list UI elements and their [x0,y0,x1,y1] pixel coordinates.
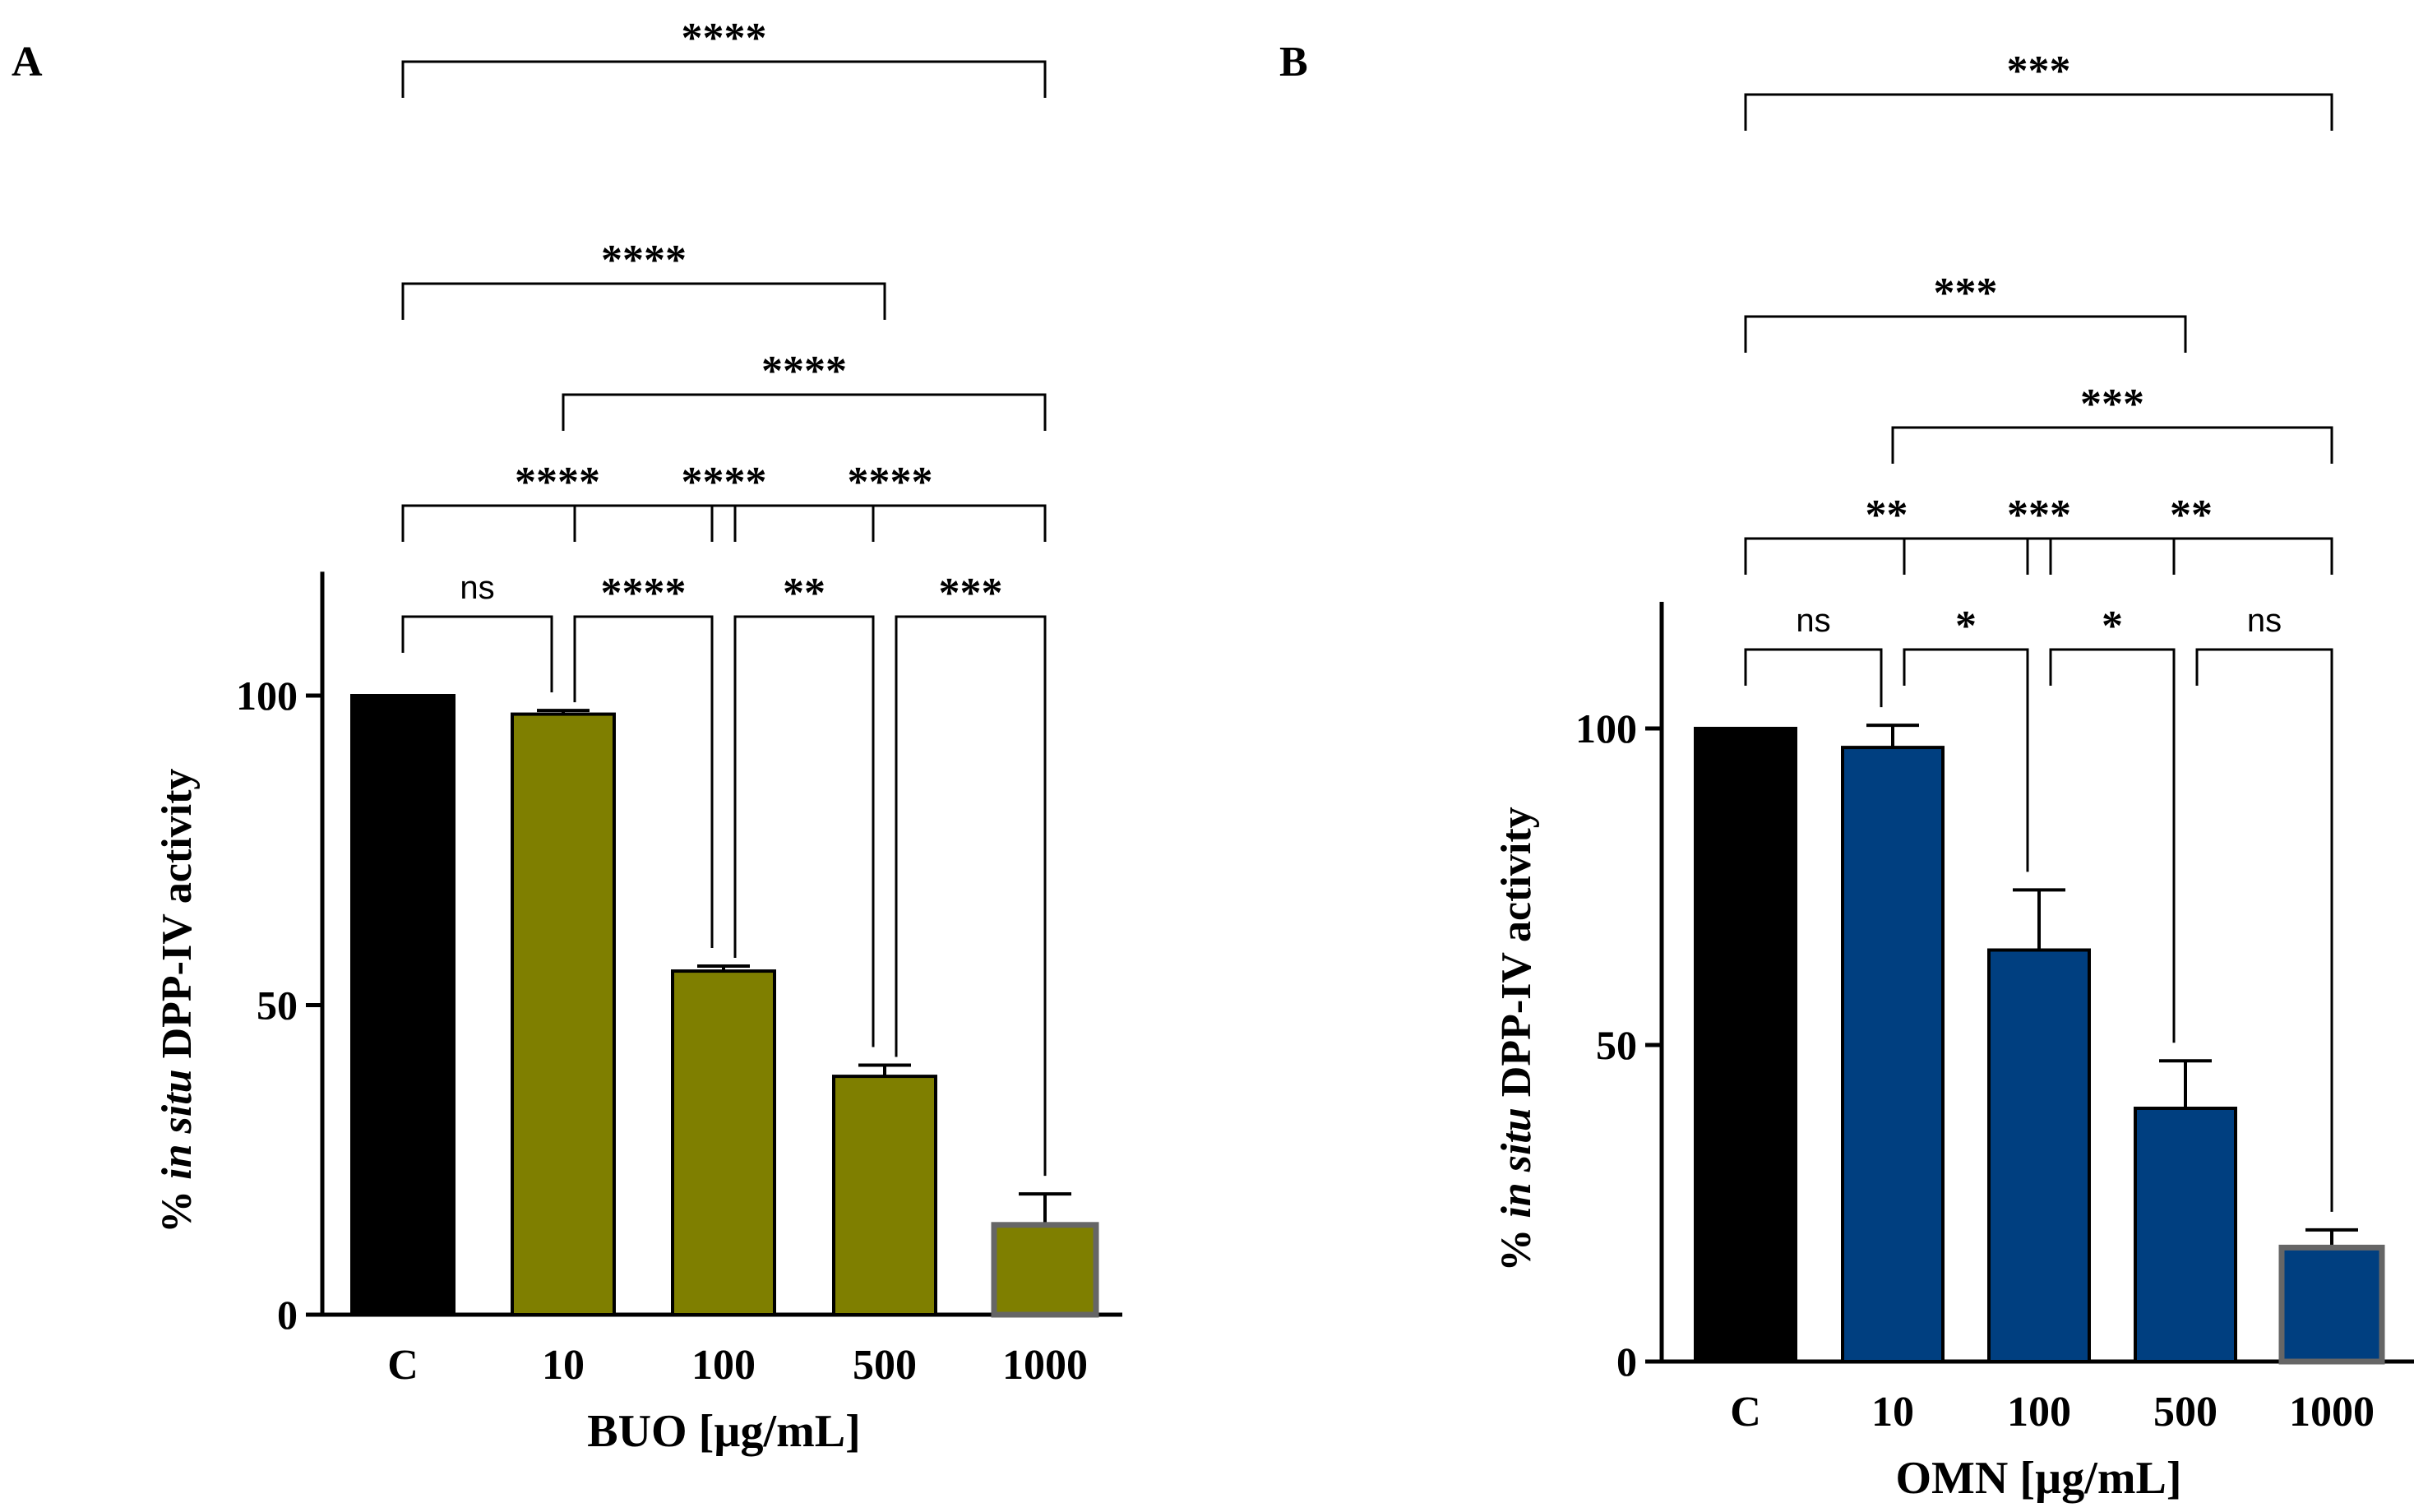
a-bracket-2-4 [733,504,1047,542]
a-significance-label-0-3: **** [601,237,687,284]
b-bracket-0-3 [1744,315,2187,353]
a-x-axis-title: BUO [µg/mL] [587,1406,860,1457]
a-category-label-500: 500 [853,1342,917,1389]
a-bar-C [350,694,456,1316]
a-bracket-0-2 [401,504,714,542]
b-y-axis-title-suffix: DPP-IV activity [1493,807,1540,1107]
a-significance-label-3-4: *** [939,570,1003,617]
a-significance-label-1-2: **** [601,570,687,617]
a-bracket-1-3 [573,504,875,542]
b-significance-label-0-3: *** [1934,270,1998,317]
b-y-axis-title-prefix: % [1493,1218,1540,1272]
a-category-label-C: C [387,1342,419,1389]
b-x-axis-title: OMN [µg/mL] [1896,1453,2182,1504]
b-bracket-0-1 [1744,648,1883,708]
a-bracket-1-2 [573,615,714,949]
a-significance-label-0-1: ns [460,570,494,606]
b-significance-label-0-2: ** [1866,492,1908,539]
a-ytick-label-100: 100 [236,673,298,719]
b-significance-label-3-4: ns [2247,603,2282,639]
b-bar-500 [2134,1107,2237,1363]
a-y-axis-title-italic: in situ [154,1069,201,1179]
b-significance-label-1-4: *** [2080,381,2144,428]
a-bar-100 [671,969,776,1316]
a-significance-label-1-3: **** [682,459,767,506]
a-significance-label-2-3: ** [783,570,825,617]
a-bar-10 [511,712,616,1316]
b-significance-label-0-4: *** [2007,48,2071,95]
a-significance-label-1-4: **** [761,348,847,395]
panel-b-letter: B [1279,39,1308,86]
a-bracket-0-3 [401,282,886,320]
a-category-label-1000: 1000 [1002,1342,1088,1389]
b-bracket-2-4 [2049,537,2333,575]
b-bar-1000 [2278,1244,2385,1365]
a-ytick-label-0: 0 [277,1292,298,1338]
a-bracket-2-3 [733,615,875,1047]
b-category-label-C: C [1730,1389,1761,1436]
b-significance-label-1-3: *** [2007,492,2071,539]
a-ytick-label-50: 50 [257,983,298,1029]
b-bracket-0-2 [1744,537,2029,575]
b-y-axis-title-italic: in situ [1493,1107,1540,1218]
b-bracket-0-4 [1744,93,2333,131]
a-bracket-0-4 [401,60,1047,98]
a-bracket-3-4 [895,615,1047,1177]
b-bracket-3-4 [2195,648,2333,1212]
a-y-axis-title-prefix: % [154,1180,201,1233]
b-significance-label-1-2: * [1955,603,1977,650]
b-ytick-label-50: 50 [1596,1022,1637,1068]
a-bar-500 [832,1075,937,1316]
b-bar-C [1694,727,1797,1363]
a-category-label-10: 10 [542,1342,585,1389]
a-significance-label-0-2: **** [515,459,600,506]
b-bracket-1-4 [1891,426,2333,464]
b-significance-label-2-3: * [2102,603,2123,650]
b-ytick-label-0: 0 [1616,1339,1637,1385]
a-significance-label-2-4: **** [848,459,933,506]
b-bar-100 [1987,948,2091,1363]
a-bar-1000 [991,1222,1099,1318]
a-bracket-1-4 [562,393,1047,431]
b-bracket-1-3 [1903,537,2176,575]
panel-a-letter: A [12,39,43,86]
a-bracket-0-1 [401,615,553,693]
a-category-label-100: 100 [691,1342,756,1389]
b-category-label-1000: 1000 [2289,1389,2375,1436]
b-category-label-100: 100 [2007,1389,2071,1436]
b-category-label-10: 10 [1871,1389,1914,1436]
b-ytick-label-100: 100 [1575,705,1637,751]
b-y-axis-title: % in situ DPP-IV activity [1493,807,1540,1271]
b-significance-label-2-4: ** [2170,492,2213,539]
a-significance-label-0-4: **** [682,15,767,62]
a-y-axis-title-suffix: DPP-IV activity [154,769,201,1070]
b-significance-label-0-1: ns [1796,603,1830,639]
b-bar-10 [1841,746,1945,1363]
a-y-axis-title: % in situ DPP-IV activity [154,769,201,1233]
b-category-label-500: 500 [2153,1389,2217,1436]
b-bracket-1-2 [1903,648,2029,872]
b-bracket-2-3 [2049,648,2176,1043]
